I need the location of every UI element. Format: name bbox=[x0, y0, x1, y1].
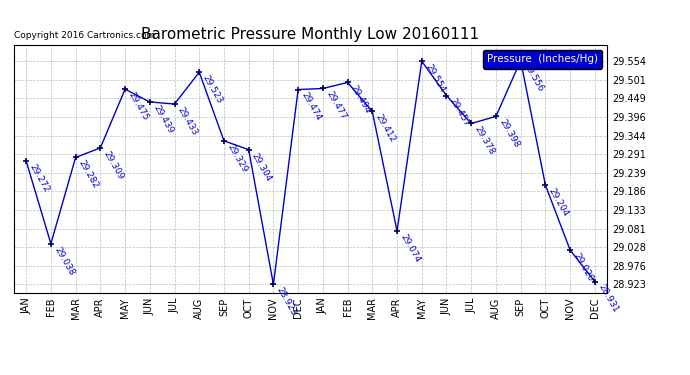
Text: 29.398: 29.398 bbox=[497, 118, 521, 150]
Title: Barometric Pressure Monthly Low 20160111: Barometric Pressure Monthly Low 20160111 bbox=[141, 27, 480, 42]
Text: 29.282: 29.282 bbox=[77, 159, 101, 190]
Text: 29.412: 29.412 bbox=[374, 113, 397, 144]
Text: 29.433: 29.433 bbox=[176, 105, 199, 137]
Text: 29.523: 29.523 bbox=[201, 74, 224, 105]
Text: Copyright 2016 Cartronics.com: Copyright 2016 Cartronics.com bbox=[14, 31, 155, 40]
Text: 29.074: 29.074 bbox=[398, 232, 422, 264]
Text: 29.329: 29.329 bbox=[226, 142, 249, 174]
Text: 28.923: 28.923 bbox=[275, 286, 298, 317]
Text: 29.457: 29.457 bbox=[448, 97, 471, 129]
Text: 29.378: 29.378 bbox=[473, 125, 496, 157]
Text: 29.204: 29.204 bbox=[546, 186, 570, 218]
Text: 29.494: 29.494 bbox=[349, 84, 373, 116]
Text: 29.556: 29.556 bbox=[522, 62, 546, 94]
Text: 28.931: 28.931 bbox=[596, 283, 620, 315]
Text: 29.272: 29.272 bbox=[28, 162, 51, 194]
Text: 29.309: 29.309 bbox=[101, 149, 126, 181]
Text: 29.475: 29.475 bbox=[126, 91, 150, 122]
Text: 29.020: 29.020 bbox=[571, 252, 595, 283]
Text: 29.554: 29.554 bbox=[423, 63, 446, 94]
Text: 29.474: 29.474 bbox=[299, 91, 323, 123]
Text: 29.477: 29.477 bbox=[324, 90, 348, 122]
Text: 29.439: 29.439 bbox=[151, 104, 175, 135]
Text: 29.038: 29.038 bbox=[52, 245, 76, 277]
Legend: Pressure  (Inches/Hg): Pressure (Inches/Hg) bbox=[483, 50, 602, 69]
Text: 29.304: 29.304 bbox=[250, 151, 273, 183]
